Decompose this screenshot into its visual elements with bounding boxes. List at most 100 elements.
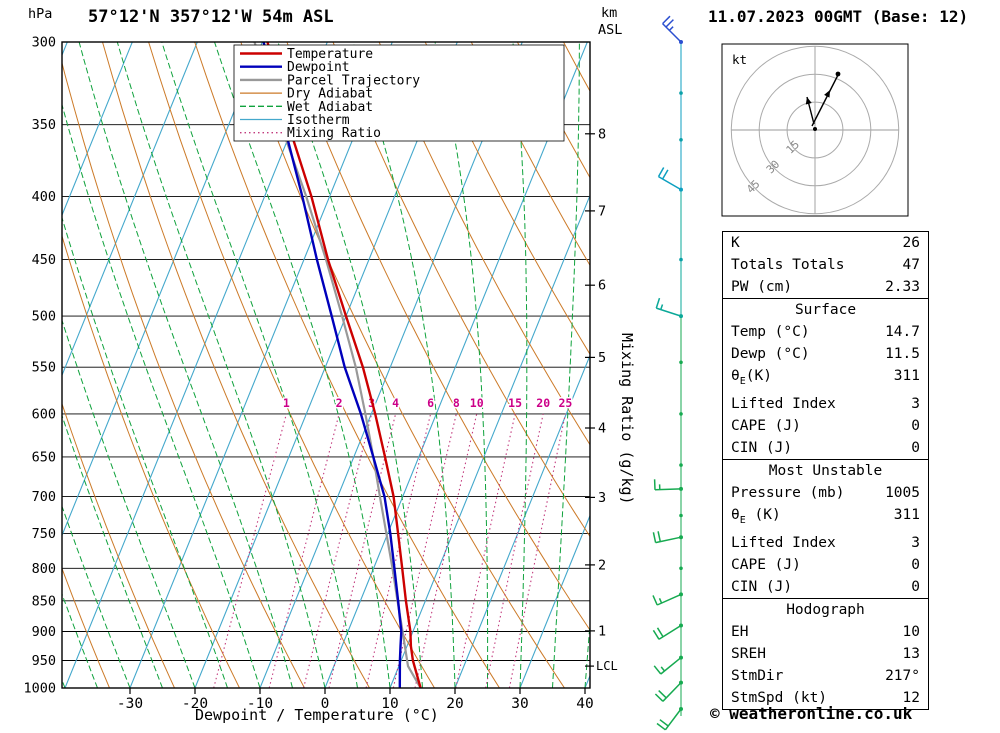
lcl-label: LCL [596, 659, 618, 673]
table-row-value: 14.7 [885, 324, 920, 340]
table-section-header: Surface [794, 302, 857, 318]
wet-adiabat-line [352, 42, 456, 688]
wind-barb-tick [656, 627, 664, 638]
wind-barb-tick [652, 532, 657, 543]
isotherm-line [324, 42, 588, 688]
mixing-ratio-value-label: 20 [536, 396, 550, 410]
table-row-value: 2.33 [885, 279, 920, 295]
wind-node-dot [679, 412, 683, 416]
wind-barb-tick [652, 595, 658, 606]
wind-barb-staff [658, 624, 682, 640]
wind-barb [654, 680, 683, 702]
km-tick-label: 3 [598, 490, 606, 506]
dry-adiabat-line [378, 42, 590, 446]
wind-barb-tick [657, 531, 662, 542]
pressure-tick-label: 950 [32, 653, 56, 669]
table-row-label: StmDir [731, 667, 784, 684]
pressure-tick-label: 550 [32, 360, 56, 376]
hodograph-arrowhead [805, 97, 812, 105]
wind-barb [662, 15, 683, 44]
table-row-value: 47 [902, 257, 920, 273]
isotherm-line [62, 42, 133, 217]
table-row-value: 3 [911, 395, 920, 412]
sounding-indices-table: K 26 Totals Totals 47 PW (cm) 2.33 Surface Temp… [722, 231, 929, 710]
hodograph-ring [758, 73, 872, 187]
km-tick-label: 7 [598, 203, 606, 219]
table-row: EH 10 [723, 621, 928, 643]
dry-adiabat-line [470, 42, 590, 267]
table-section-surface: Surface Temp (°C) 14.7 Dewp (°C) 11.5 θE(K) 31… [723, 298, 928, 459]
wet-adiabat-line [78, 42, 293, 688]
table-row-label: CIN (J) [731, 439, 793, 456]
wind-barb-staff [664, 708, 682, 731]
dry-adiabat-line [62, 402, 175, 688]
wind-barb [653, 655, 683, 675]
copyright: © weatheronline.co.uk [710, 704, 913, 723]
table-row-label: SREH [731, 645, 766, 662]
table-row-value: 311 [893, 506, 920, 523]
wind-barb-staff [660, 657, 682, 675]
wet-adiabat-line [512, 42, 528, 688]
hodograph-ring [786, 101, 844, 159]
pressure-tick-label: 850 [32, 593, 56, 609]
theta-e-subscript: E [739, 514, 746, 526]
wind-barb [656, 707, 683, 731]
mixing-ratio-value-label: 4 [392, 396, 399, 410]
run-datetime-title: 11.07.2023 00GMT (Base: 12) [708, 7, 969, 26]
isotherm-line [454, 354, 590, 688]
pressure-tick-label: 300 [32, 35, 56, 51]
wind-barb-staff [654, 488, 682, 491]
pressure-tick-label: 1000 [23, 681, 56, 697]
wet-adiabat-line [62, 318, 196, 688]
isotherm-line [194, 42, 458, 688]
isotherm-lines [62, 42, 590, 688]
mixing-ratio-line [508, 413, 566, 688]
table-row-label: Dewp (°C) [731, 346, 810, 362]
dry-adiabat-line [148, 42, 435, 688]
table-row: Temp (°C) 14.7 [723, 321, 928, 343]
table-row: θE (K) 311 [723, 504, 928, 532]
km-tick-label: 4 [598, 421, 606, 437]
station-title: 57°12'N 357°12'W 54m ASL [88, 7, 334, 27]
dry-adiabat-line [62, 61, 305, 688]
dry-adiabat-line [286, 42, 590, 632]
table-row-label: CIN (J) [731, 578, 793, 595]
wind-barb-staff [656, 307, 682, 317]
wind-barb-staff [662, 23, 682, 43]
mixing-ratio-value-label: 6 [427, 396, 434, 410]
table-row-label: PW (cm) [731, 279, 793, 295]
table-row: CAPE (J) 0 [723, 554, 928, 576]
pressure-tick-label: 650 [32, 449, 56, 465]
wet-adiabat-line [116, 42, 326, 688]
temp-tick-label: -30 [117, 696, 143, 712]
mixing-ratio-value-label: 2 [336, 396, 343, 410]
km-tick-label: 5 [598, 350, 606, 366]
isotherm-line [259, 42, 523, 688]
profile-curves [253, 42, 422, 688]
pressure-tick-label: 600 [32, 406, 56, 422]
wind-barb [652, 531, 683, 544]
temp-tick-label: -20 [182, 696, 208, 712]
mixing-ratio-value-label: 8 [453, 396, 460, 410]
table-section-header: Hodograph [786, 601, 865, 618]
pressure-tick-label: 900 [32, 624, 56, 640]
mixing-ratio-value-label: 1 [283, 396, 290, 410]
dry-adiabat-line [62, 234, 240, 688]
wind-barb-staff [655, 536, 682, 544]
wind-barb-tick [655, 297, 661, 309]
pressure-tick-label: 750 [32, 526, 56, 542]
km-tick-label: 1 [598, 623, 606, 639]
wind-barb-tick [668, 26, 674, 31]
table-row-value: 13 [902, 645, 920, 662]
mixing-ratio-value-label: 15 [508, 396, 522, 410]
table-row: Pressure (mb) 1005 [723, 482, 928, 504]
km-axis: 1 2 3 4 5 6 7 8 LCL [585, 126, 618, 673]
temperature-curve [266, 42, 422, 688]
km-tick-label: 6 [598, 278, 606, 294]
hodograph-ring [730, 45, 900, 215]
legend-box [233, 44, 565, 142]
temperature-axis-title: Dewpoint / Temperature (°C) [195, 706, 439, 724]
